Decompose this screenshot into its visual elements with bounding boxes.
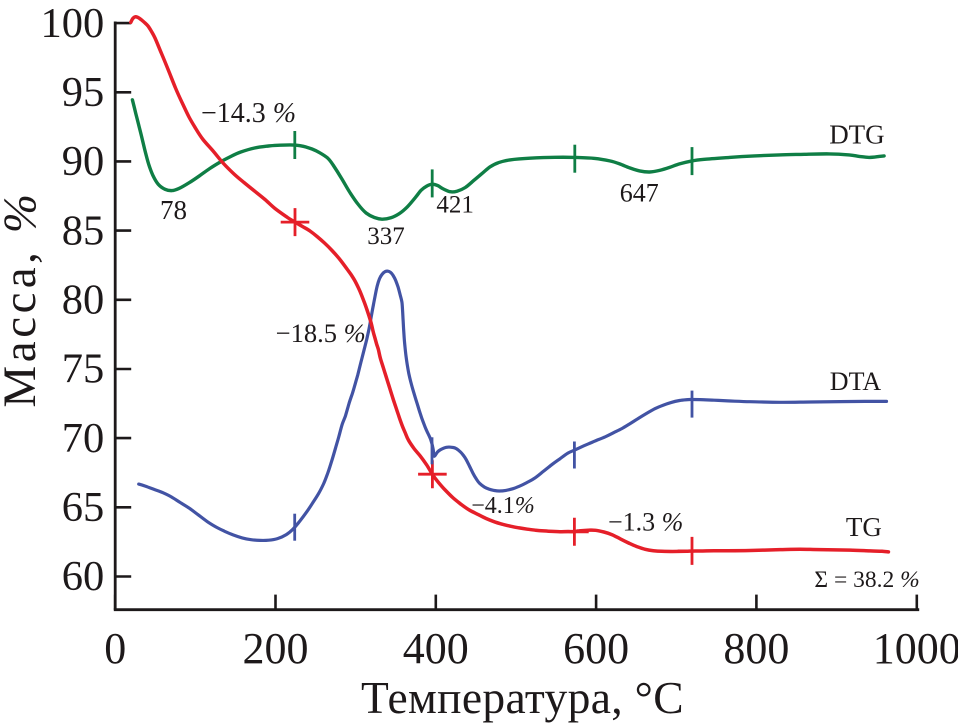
svg-text:75: 75	[62, 346, 105, 393]
svg-text:−14.3 %: −14.3 %	[201, 98, 296, 129]
svg-text:95: 95	[62, 69, 105, 116]
svg-text:DTA: DTA	[830, 367, 882, 396]
svg-text:80: 80	[62, 277, 105, 324]
svg-text:−18.5 %: −18.5 %	[276, 318, 366, 348]
svg-text:70: 70	[62, 415, 105, 462]
svg-text:337: 337	[367, 223, 405, 250]
svg-text:1000: 1000	[873, 624, 958, 673]
svg-text:−4.1%: −4.1%	[471, 493, 535, 519]
svg-text:647: 647	[620, 178, 659, 207]
svg-text:600: 600	[563, 624, 629, 673]
svg-text:78: 78	[160, 195, 187, 225]
svg-text:0: 0	[104, 624, 126, 673]
svg-text:Масса, %: Масса, %	[0, 190, 46, 407]
svg-text:90: 90	[62, 138, 105, 185]
svg-text:60: 60	[62, 553, 105, 600]
svg-text:200: 200	[243, 624, 309, 673]
svg-text:800: 800	[723, 624, 789, 673]
svg-text:−1.3 %: −1.3 %	[608, 507, 683, 536]
svg-text:400: 400	[403, 624, 469, 673]
svg-text:65: 65	[62, 484, 105, 531]
svg-text:100: 100	[41, 0, 105, 47]
svg-text:Σ = 38.2 %: Σ = 38.2 %	[814, 567, 919, 593]
svg-text:DTG: DTG	[829, 120, 885, 150]
svg-text:421: 421	[436, 191, 474, 218]
svg-text:TG: TG	[846, 512, 882, 542]
svg-text:85: 85	[62, 207, 105, 254]
svg-text:Температура, °C: Температура, °C	[361, 672, 684, 723]
